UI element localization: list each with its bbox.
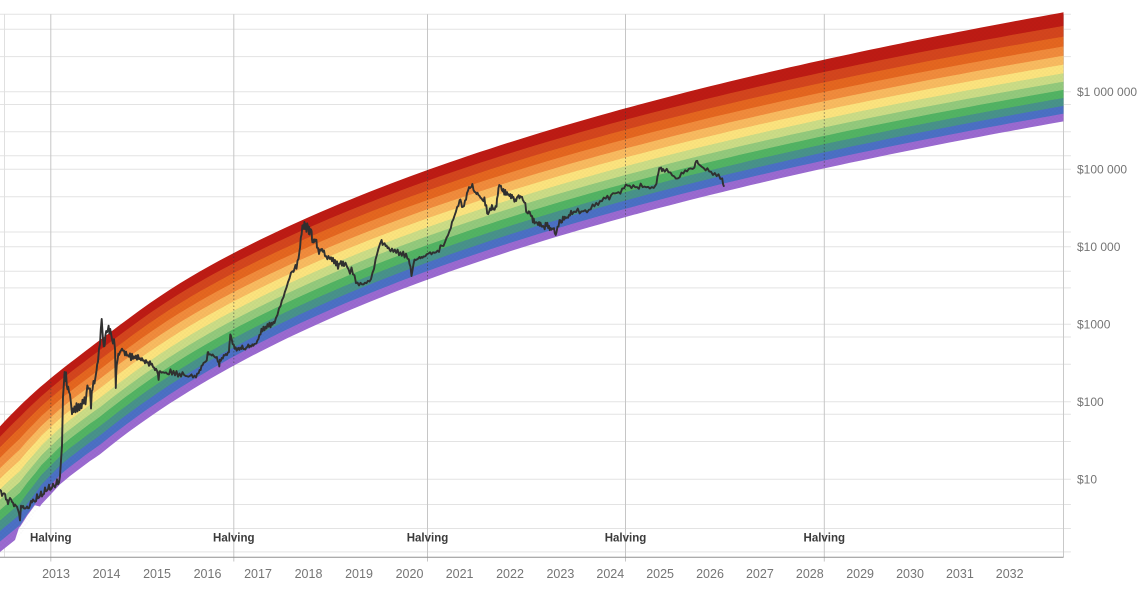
svg-text:Halving: Halving [605, 533, 647, 545]
svg-text:2032: 2032 [996, 567, 1024, 581]
svg-text:2021: 2021 [446, 567, 474, 581]
svg-text:2023: 2023 [546, 567, 574, 581]
svg-text:2013: 2013 [42, 567, 70, 581]
svg-text:2017: 2017 [244, 567, 272, 581]
svg-text:$1 000 000: $1 000 000 [1077, 85, 1137, 99]
svg-text:Halving: Halving [30, 533, 72, 545]
svg-text:2024: 2024 [596, 567, 624, 581]
svg-text:Halving: Halving [804, 533, 846, 545]
svg-text:2027: 2027 [746, 567, 774, 581]
svg-text:2020: 2020 [396, 567, 424, 581]
svg-text:$100: $100 [1077, 395, 1104, 409]
svg-text:2028: 2028 [796, 567, 824, 581]
svg-text:$10 000: $10 000 [1077, 240, 1121, 254]
svg-text:2025: 2025 [646, 567, 674, 581]
svg-text:$100 000: $100 000 [1077, 162, 1127, 176]
svg-text:2014: 2014 [93, 567, 121, 581]
svg-text:2029: 2029 [846, 567, 874, 581]
svg-text:2019: 2019 [345, 567, 373, 581]
svg-text:2022: 2022 [496, 567, 524, 581]
svg-text:$1000: $1000 [1077, 317, 1111, 331]
svg-text:2026: 2026 [696, 567, 724, 581]
svg-text:2016: 2016 [194, 567, 222, 581]
svg-text:2030: 2030 [896, 567, 924, 581]
svg-text:2018: 2018 [295, 567, 323, 581]
svg-text:Halving: Halving [213, 533, 255, 545]
svg-text:2031: 2031 [946, 567, 974, 581]
svg-text:2015: 2015 [143, 567, 171, 581]
svg-text:$10: $10 [1077, 472, 1097, 486]
svg-text:Halving: Halving [407, 533, 449, 545]
